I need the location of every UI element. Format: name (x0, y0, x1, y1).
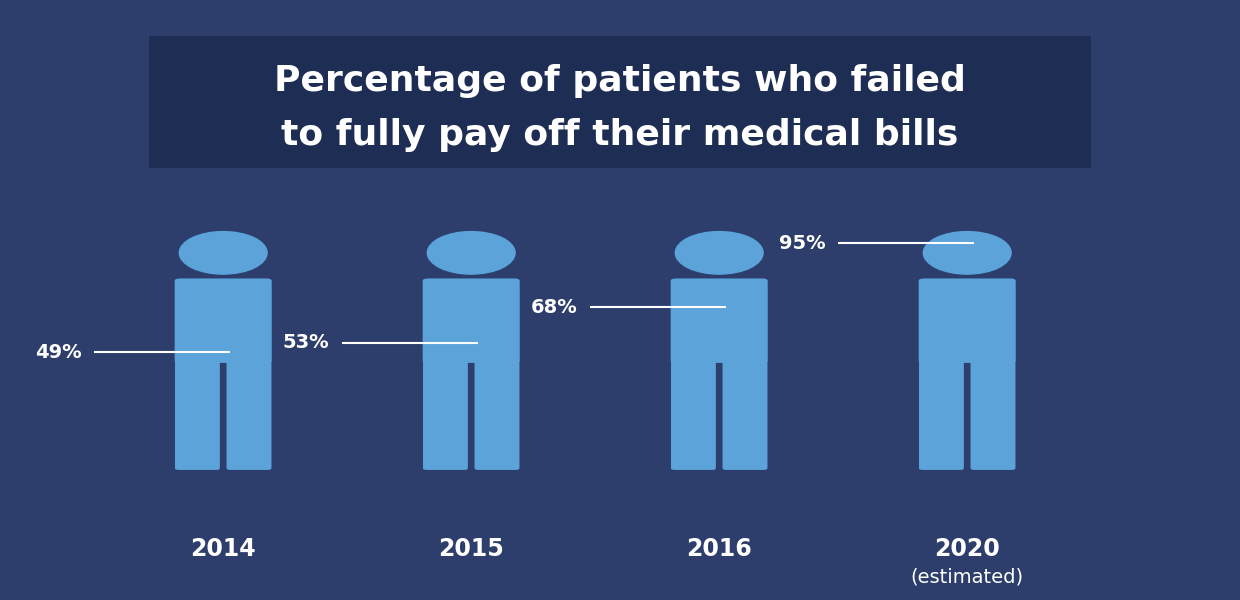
FancyBboxPatch shape (423, 359, 467, 470)
FancyBboxPatch shape (671, 359, 715, 470)
Text: 68%: 68% (531, 298, 578, 317)
Text: Percentage of patients who failed: Percentage of patients who failed (274, 64, 966, 98)
Circle shape (676, 232, 763, 274)
FancyBboxPatch shape (149, 36, 1091, 168)
FancyBboxPatch shape (475, 359, 520, 470)
FancyBboxPatch shape (423, 278, 520, 363)
Bar (494, 307, 945, 480)
Circle shape (676, 232, 763, 274)
Bar (742, 244, 1193, 480)
Circle shape (180, 232, 267, 274)
Text: to fully pay off their medical bills: to fully pay off their medical bills (281, 118, 959, 152)
Text: 2020: 2020 (934, 537, 1001, 561)
Text: (estimated): (estimated) (910, 568, 1024, 587)
FancyBboxPatch shape (971, 359, 1016, 470)
Text: 53%: 53% (283, 333, 330, 352)
FancyBboxPatch shape (919, 278, 1016, 363)
Bar (0, 352, 449, 480)
FancyBboxPatch shape (671, 359, 715, 470)
Text: 2015: 2015 (438, 537, 505, 561)
Text: 2014: 2014 (191, 537, 255, 561)
FancyBboxPatch shape (919, 359, 963, 470)
Circle shape (428, 232, 515, 274)
FancyBboxPatch shape (227, 359, 272, 470)
FancyBboxPatch shape (919, 359, 963, 470)
FancyBboxPatch shape (423, 359, 467, 470)
Text: 2016: 2016 (686, 537, 753, 561)
Bar (246, 343, 697, 480)
FancyBboxPatch shape (227, 359, 272, 470)
FancyBboxPatch shape (475, 359, 520, 470)
Circle shape (428, 232, 515, 274)
Text: 49%: 49% (35, 343, 82, 362)
FancyBboxPatch shape (671, 278, 768, 363)
FancyBboxPatch shape (175, 359, 219, 470)
FancyBboxPatch shape (423, 278, 520, 363)
FancyBboxPatch shape (175, 278, 272, 363)
FancyBboxPatch shape (723, 359, 768, 470)
Circle shape (924, 232, 1011, 274)
Text: 95%: 95% (779, 234, 826, 253)
FancyBboxPatch shape (723, 359, 768, 470)
FancyBboxPatch shape (971, 359, 1016, 470)
FancyBboxPatch shape (175, 359, 219, 470)
FancyBboxPatch shape (175, 278, 272, 363)
FancyBboxPatch shape (919, 278, 1016, 363)
Circle shape (924, 232, 1011, 274)
FancyBboxPatch shape (671, 278, 768, 363)
Circle shape (180, 232, 267, 274)
